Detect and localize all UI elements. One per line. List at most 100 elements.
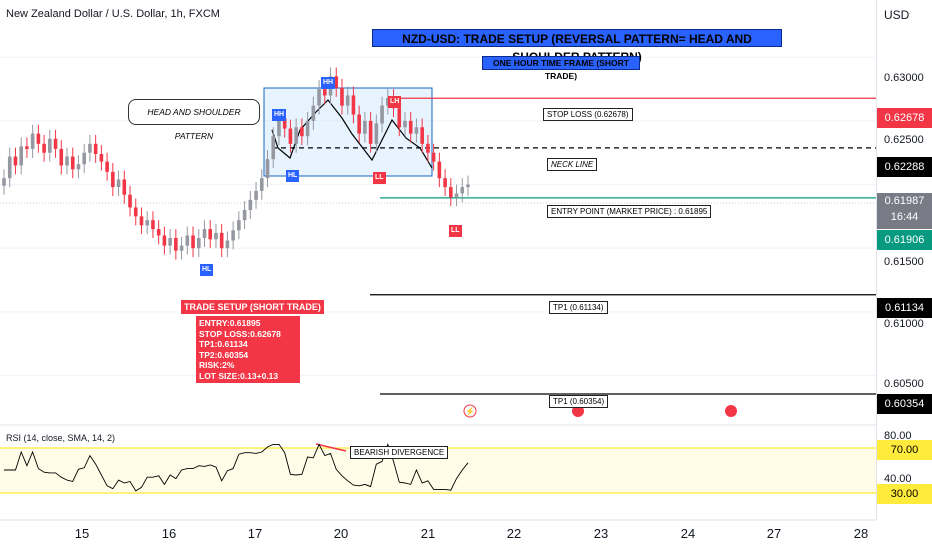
candle — [248, 199, 253, 210]
candle — [208, 229, 213, 240]
currency-label: USD — [884, 8, 910, 22]
candle — [363, 120, 367, 134]
candle — [185, 235, 190, 246]
candle — [36, 133, 41, 144]
candle — [93, 143, 98, 154]
current-price-label: 0.61987 16:44 — [877, 193, 932, 229]
candle — [259, 178, 264, 191]
candle — [19, 146, 23, 166]
candle — [111, 171, 115, 188]
candle — [122, 179, 127, 195]
lightning-icon-glyph: ⚡ — [465, 406, 475, 416]
candle — [133, 207, 138, 217]
candle — [294, 127, 298, 144]
x-tick: 20 — [333, 526, 349, 541]
candle — [168, 238, 172, 246]
price-tick: 0.63000 — [884, 72, 924, 84]
candle — [65, 156, 69, 166]
candle — [340, 87, 344, 106]
flag-icon — [725, 405, 737, 417]
candle — [368, 120, 373, 144]
candle — [156, 229, 161, 236]
price-tick: 0.60500 — [884, 378, 924, 390]
candle — [88, 143, 92, 153]
x-tick: 22 — [506, 526, 522, 541]
candle — [2, 178, 6, 186]
candle — [128, 194, 132, 208]
price-tick: 0.61500 — [884, 256, 924, 268]
candle — [82, 152, 86, 165]
tp2-price-label: 0.60354 — [877, 394, 932, 414]
candle — [277, 118, 281, 137]
current-price-value: 0.61987 — [884, 195, 925, 207]
candle — [179, 245, 184, 251]
candle — [403, 120, 407, 128]
tag-ll: LL — [373, 172, 386, 184]
candle — [13, 156, 18, 166]
banner-title: NZD-USD: TRADE SETUP (REVERSAL PATTERN= … — [372, 29, 782, 64]
candle — [7, 156, 12, 179]
tp1-label: TP1 (0.61134) — [549, 301, 608, 314]
tag-hl: HL — [286, 170, 300, 182]
candle — [443, 178, 447, 188]
price-axis[interactable] — [876, 0, 932, 520]
candle — [265, 159, 270, 179]
candles — [2, 67, 470, 260]
rsi-title: RSI (14, close, SMA, 14, 2) — [6, 433, 116, 443]
tag-hh: HH — [321, 77, 336, 89]
setup-line: STOP LOSS:0.62678 — [199, 328, 281, 339]
candle — [162, 235, 167, 246]
candle — [408, 120, 413, 134]
candle — [30, 133, 35, 149]
candle — [174, 238, 178, 251]
candle — [431, 152, 436, 162]
divergence-label: BEARISH DIVERGENCE — [350, 446, 449, 459]
hs-zigzag — [271, 99, 433, 169]
candle — [25, 146, 29, 149]
candle — [300, 127, 304, 137]
candle — [116, 179, 121, 188]
candle — [454, 193, 459, 198]
flag-icon — [572, 405, 584, 417]
candle — [231, 230, 235, 241]
tag-hl: HL — [200, 264, 214, 276]
candle — [202, 229, 207, 238]
tp1-price-label: 0.61134 — [877, 298, 932, 318]
candle — [254, 190, 258, 200]
candle — [225, 240, 230, 249]
x-tick: 15 — [74, 526, 90, 541]
x-tick: 23 — [593, 526, 609, 541]
candle — [305, 120, 310, 137]
candle — [449, 187, 453, 198]
candle — [145, 220, 150, 226]
rsi-tick: 40.00 — [884, 473, 912, 485]
candle — [322, 89, 327, 96]
candle — [466, 184, 470, 188]
x-tick: 28 — [853, 526, 869, 541]
candle — [345, 95, 350, 106]
neck-line-label: NECK LINE — [547, 158, 598, 171]
candle — [437, 161, 442, 179]
candle — [105, 161, 109, 172]
tp2-label: TP1 (0.60354) — [549, 395, 609, 408]
trade-setup-header: TRADE SETUP (SHORT TRADE) — [181, 300, 324, 314]
candle — [214, 232, 218, 240]
rsi-lower-label: 30.00 — [877, 484, 932, 504]
divergence-line — [315, 443, 347, 452]
candle — [460, 187, 465, 194]
setup-line: ENTRY:0.61895 — [199, 318, 261, 328]
x-tick: 16 — [161, 526, 177, 541]
price-tick: 0.62500 — [884, 134, 924, 146]
x-tick: 24 — [680, 526, 696, 541]
candle — [397, 108, 402, 128]
candle — [374, 123, 379, 144]
setup-line: TP1:0.61134 — [199, 339, 248, 349]
pattern-callout: HEAD AND SHOULDER PATTERN — [128, 99, 260, 141]
candle — [420, 127, 424, 144]
stop-loss-label: STOP LOSS (0.62678) — [543, 108, 633, 121]
rsi-upper-label: 70.00 — [877, 440, 932, 460]
trade-setup-box: ENTRY:0.61895 STOP LOSS:0.62678 TP1:0.61… — [196, 316, 300, 383]
setup-line: LOT SIZE:0.13+0.13 — [199, 370, 279, 381]
candle — [288, 128, 293, 144]
